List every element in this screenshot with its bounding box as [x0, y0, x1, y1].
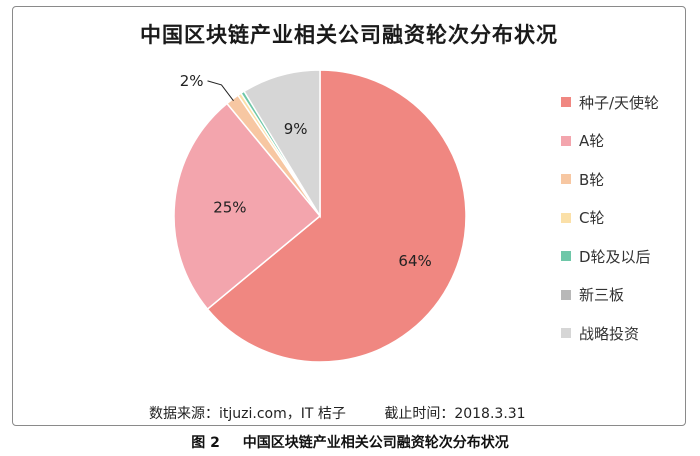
- legend-label-0: 种子/天使轮: [579, 93, 660, 112]
- legend-label-1: A轮: [579, 132, 605, 151]
- legend-item-4: D轮及以后: [561, 237, 659, 276]
- chart-title: 中国区块链产业相关公司融资轮次分布状况: [140, 23, 558, 47]
- figure-caption-text: 中国区块链产业相关公司融资轮次分布状况: [242, 435, 509, 451]
- legend-item-1: A轮: [561, 122, 659, 161]
- legend-label-5: 新三板: [579, 286, 625, 305]
- data-source: 数据来源：itjuzi.com，IT 桔子 截止时间：2018.3.31: [149, 403, 526, 423]
- legend-label-3: C轮: [579, 209, 605, 228]
- legend-label-6: 战略投资: [579, 324, 640, 343]
- pie-slice-0: [206, 69, 467, 363]
- legend-item-0: 种子/天使轮: [561, 83, 659, 122]
- legend: 种子/天使轮 A轮 B轮 C轮 D轮及以后新三板战略投资: [561, 83, 659, 353]
- legend-swatch-0: [561, 97, 571, 108]
- legend-item-2: B轮: [561, 160, 659, 199]
- data-label-6: 9%: [284, 120, 308, 138]
- legend-swatch-4: [561, 251, 571, 262]
- legend-item-6: 战略投资: [561, 314, 659, 353]
- data-label-1: 25%: [213, 199, 246, 217]
- legend-item-5: 新三板: [561, 276, 659, 315]
- legend-swatch-5: [561, 289, 571, 300]
- pie-chart: 64% 25% 2% 9%: [173, 69, 467, 363]
- cutoff-date: 截止时间：2018.3.31: [384, 406, 526, 422]
- legend-item-3: C轮: [561, 199, 659, 238]
- data-label-0: 64%: [398, 252, 431, 270]
- legend-swatch-6: [561, 328, 571, 339]
- source-text: 数据来源：itjuzi.com，IT 桔子: [149, 406, 346, 422]
- legend-swatch-3: [561, 212, 571, 223]
- legend-label-2: B轮: [579, 170, 605, 189]
- figure-number: 图 2: [191, 435, 220, 451]
- figure-caption: 图 2 中国区块链产业相关公司融资轮次分布状况: [0, 432, 700, 452]
- pie-slice-6: [243, 69, 321, 219]
- data-label-2: 2%: [180, 72, 204, 90]
- leader-line-2: [207, 80, 234, 102]
- legend-label-4: D轮及以后: [579, 247, 651, 266]
- legend-swatch-2: [561, 174, 571, 185]
- legend-swatch-1: [561, 135, 571, 146]
- pie-slice-1: [173, 102, 322, 311]
